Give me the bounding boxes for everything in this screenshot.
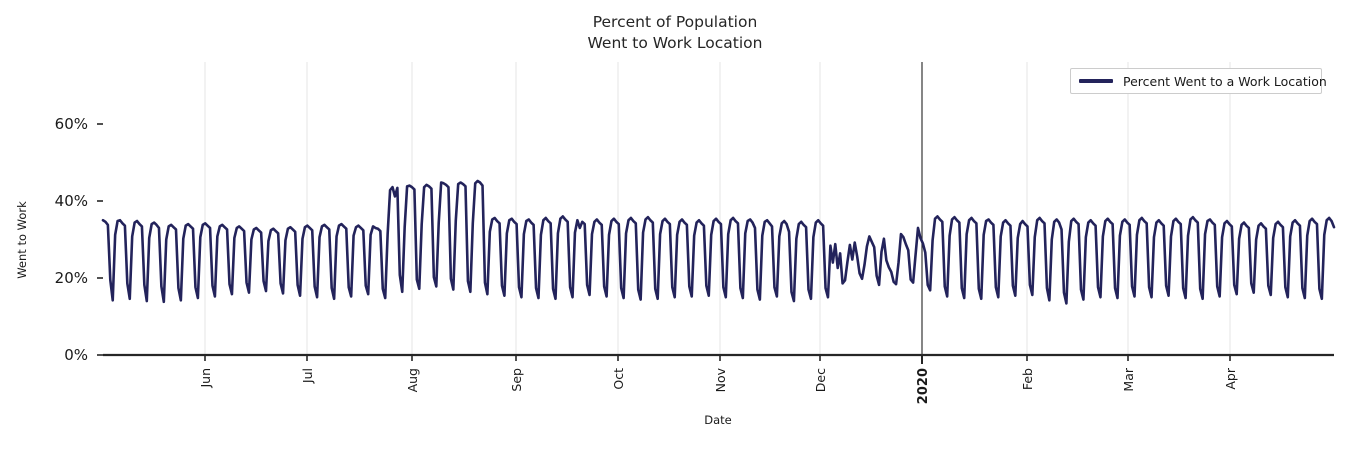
- x-axis-label: Date: [704, 413, 732, 427]
- line-swatch-icon: [1079, 79, 1113, 83]
- x-axis-tick-label: Sep: [509, 368, 524, 392]
- x-axis-tick-label: Nov: [713, 367, 728, 392]
- x-axis-tick-label: 2020: [916, 368, 931, 404]
- chart-legend[interactable]: Percent Went to a Work Location: [1070, 68, 1327, 94]
- y-axis-label: Went to Work: [15, 201, 29, 279]
- x-axis-tick-label: Jul: [300, 368, 315, 384]
- x-axis-tick-label: Jun: [198, 368, 213, 389]
- gridline-group: [204, 62, 1231, 355]
- x-axis-tick-label: Mar: [1121, 367, 1136, 391]
- data-series-line: [101, 179, 1336, 305]
- chart-title-line-2: Went to Work Location: [587, 34, 763, 52]
- chart-title: Percent of Population Went to Work Locati…: [0, 12, 1350, 54]
- legend-entry-label: Percent Went to a Work Location: [1123, 73, 1327, 89]
- x-axis-tick-label: Aug: [405, 368, 420, 392]
- y-axis-tick-label: 0%: [64, 346, 88, 364]
- y-axis-tick-label: 20%: [55, 269, 88, 287]
- x-axis-tick-label: Feb: [1020, 368, 1035, 390]
- x-axis-tick-label: Dec: [813, 368, 828, 392]
- y-axis-tick-label: 40%: [55, 192, 88, 210]
- y-axis-tick-group: 0% 20% 40% 60%: [55, 115, 103, 364]
- x-axis-tick-group: Jun Jul Aug Sep Oct Nov Dec 2020 Feb Mar Apr: [198, 355, 1238, 404]
- x-axis-tick-label: Oct: [611, 368, 626, 390]
- y-axis-tick-label: 60%: [55, 115, 88, 133]
- x-axis-tick-label: Apr: [1223, 367, 1238, 389]
- chart-title-line-1: Percent of Population: [592, 13, 758, 31]
